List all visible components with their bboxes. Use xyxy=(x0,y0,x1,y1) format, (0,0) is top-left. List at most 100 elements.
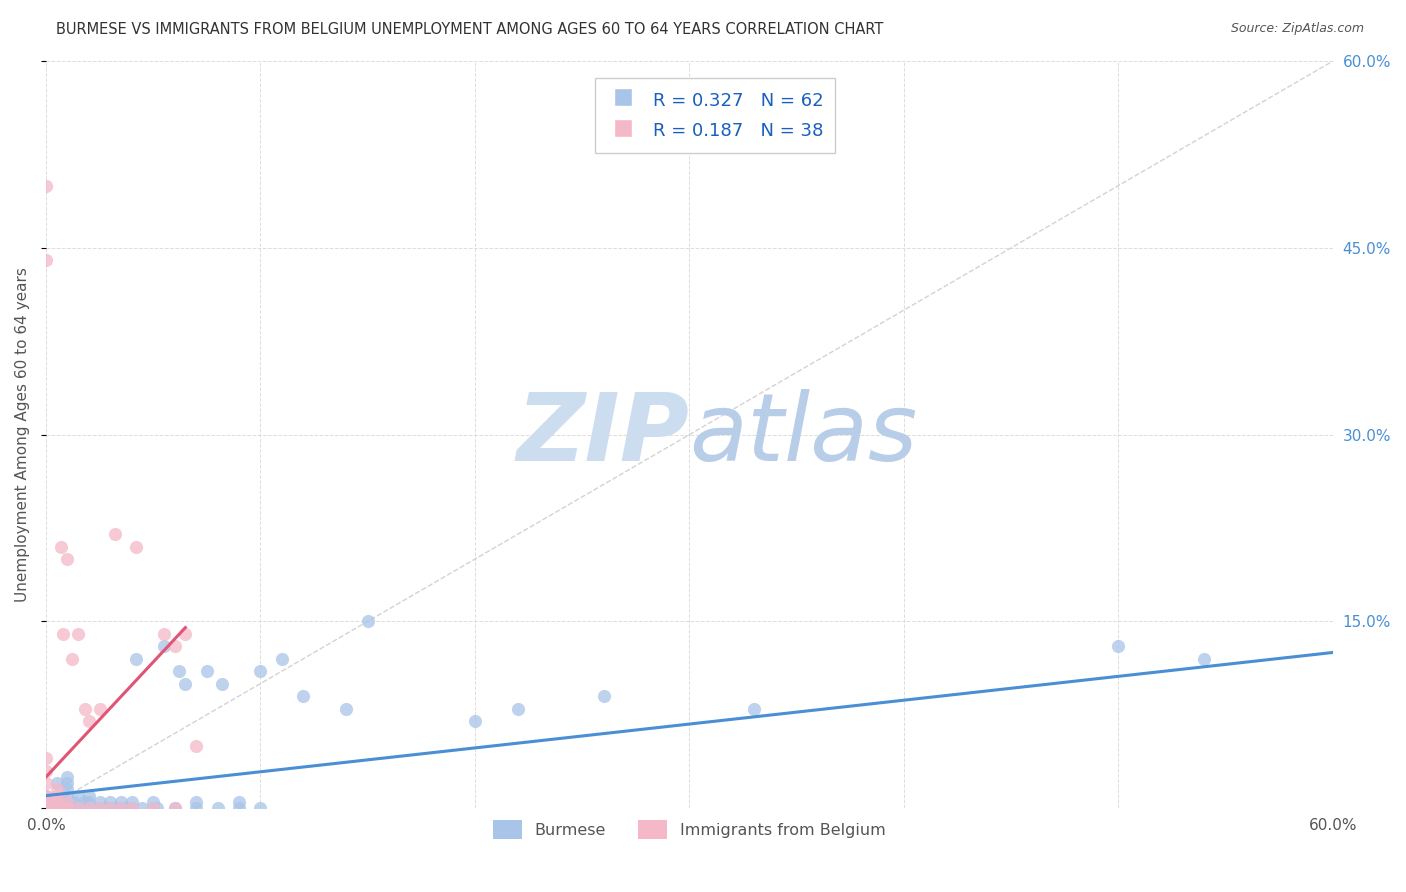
Point xyxy=(110,795,132,809)
Point xyxy=(56,795,79,809)
Point xyxy=(67,627,90,641)
Point xyxy=(77,795,100,809)
Point xyxy=(49,540,72,554)
Point xyxy=(117,801,139,815)
Point xyxy=(184,801,207,815)
Point xyxy=(174,676,197,690)
Point xyxy=(153,627,176,641)
Text: BURMESE VS IMMIGRANTS FROM BELGIUM UNEMPLOYMENT AMONG AGES 60 TO 64 YEARS CORREL: BURMESE VS IMMIGRANTS FROM BELGIUM UNEMP… xyxy=(56,22,883,37)
Point xyxy=(35,776,58,790)
Point xyxy=(174,627,197,641)
Point xyxy=(167,664,190,678)
Point xyxy=(195,664,218,678)
Point xyxy=(89,801,111,815)
Point xyxy=(52,795,75,809)
Point xyxy=(292,689,315,703)
Point xyxy=(45,795,67,809)
Point xyxy=(146,801,169,815)
Point xyxy=(163,801,186,815)
Point xyxy=(52,627,75,641)
Point xyxy=(77,801,100,815)
Point xyxy=(121,801,143,815)
Point xyxy=(207,801,229,815)
Point xyxy=(163,640,186,654)
Legend: Burmese, Immigrants from Belgium: Burmese, Immigrants from Belgium xyxy=(486,814,891,845)
Point xyxy=(45,776,67,790)
Point xyxy=(228,801,250,815)
Point xyxy=(98,801,121,815)
Point xyxy=(35,795,58,809)
Point xyxy=(142,801,165,815)
Point xyxy=(73,795,96,809)
Point xyxy=(67,789,90,803)
Point xyxy=(125,651,148,665)
Text: ZIP: ZIP xyxy=(516,389,689,481)
Point xyxy=(56,789,79,803)
Point xyxy=(35,795,58,809)
Point xyxy=(52,801,75,815)
Point xyxy=(89,795,111,809)
Point xyxy=(45,795,67,809)
Point xyxy=(67,801,90,815)
Point xyxy=(184,739,207,753)
Point xyxy=(211,676,233,690)
Point xyxy=(77,801,100,815)
Point xyxy=(228,795,250,809)
Point xyxy=(357,615,380,629)
Point xyxy=(56,770,79,784)
Point xyxy=(45,801,67,815)
Point xyxy=(104,801,127,815)
Point xyxy=(45,789,67,803)
Point xyxy=(35,801,58,815)
Point xyxy=(110,801,132,815)
Point xyxy=(77,789,100,803)
Point xyxy=(121,801,143,815)
Point xyxy=(131,801,153,815)
Point xyxy=(94,801,117,815)
Point xyxy=(56,801,79,815)
Point xyxy=(35,253,58,268)
Point xyxy=(67,801,90,815)
Point xyxy=(89,701,111,715)
Text: atlas: atlas xyxy=(689,389,918,480)
Point xyxy=(142,795,165,809)
Point xyxy=(35,801,58,815)
Point xyxy=(163,801,186,815)
Point xyxy=(63,795,86,809)
Point xyxy=(121,795,143,809)
Point xyxy=(110,801,132,815)
Point xyxy=(56,782,79,797)
Point xyxy=(89,801,111,815)
Point xyxy=(142,801,165,815)
Point xyxy=(592,689,614,703)
Point xyxy=(60,651,83,665)
Point xyxy=(335,701,357,715)
Point xyxy=(73,701,96,715)
Point xyxy=(56,801,79,815)
Point xyxy=(464,714,486,728)
Point xyxy=(35,789,58,803)
Text: Source: ZipAtlas.com: Source: ZipAtlas.com xyxy=(1230,22,1364,36)
Point xyxy=(35,789,58,803)
Point xyxy=(52,801,75,815)
Point xyxy=(45,801,67,815)
Point xyxy=(184,795,207,809)
Point xyxy=(125,540,148,554)
Point xyxy=(270,651,292,665)
Point xyxy=(1107,640,1129,654)
Point xyxy=(56,552,79,566)
Point xyxy=(98,801,121,815)
Y-axis label: Unemployment Among Ages 60 to 64 years: Unemployment Among Ages 60 to 64 years xyxy=(15,268,30,602)
Point xyxy=(73,801,96,815)
Point xyxy=(35,178,58,193)
Point xyxy=(249,664,271,678)
Point xyxy=(45,782,67,797)
Point xyxy=(63,801,86,815)
Point xyxy=(77,714,100,728)
Point xyxy=(506,701,529,715)
Point xyxy=(104,527,127,541)
Point xyxy=(742,701,765,715)
Point xyxy=(35,801,58,815)
Point xyxy=(153,640,176,654)
Point xyxy=(98,795,121,809)
